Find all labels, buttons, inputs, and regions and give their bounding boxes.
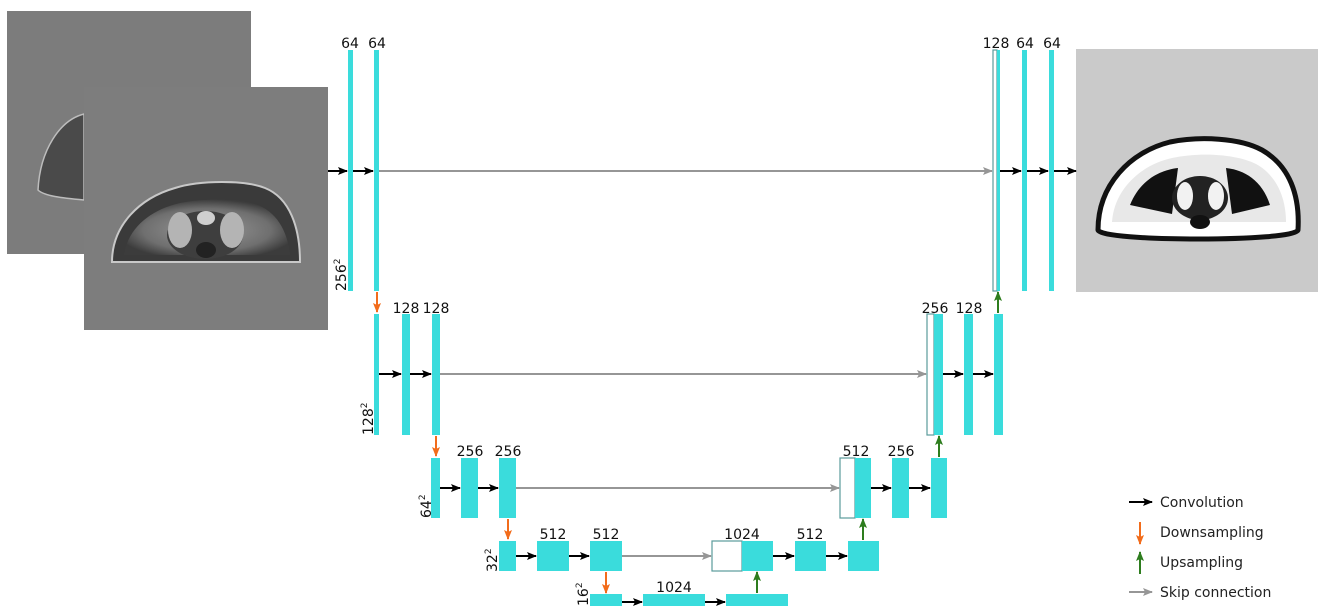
feature-map	[590, 541, 622, 571]
channel-label: 128	[983, 36, 1010, 52]
feature-map	[855, 458, 871, 518]
legend-item-skip-connection: Skip connection	[1129, 585, 1271, 601]
feature-map	[997, 50, 1000, 291]
channel-label: 64	[341, 36, 359, 52]
channel-label: 1024	[724, 527, 760, 543]
input-image-back-body	[37, 113, 85, 201]
feature-map	[432, 314, 440, 435]
legend-item-convolution: Convolution	[1129, 495, 1244, 511]
resolution-label: 162	[575, 582, 592, 606]
channel-label: 128	[423, 301, 450, 317]
input-pelvis-scan	[110, 181, 302, 263]
channel-label: 512	[593, 527, 620, 543]
feature-map	[1022, 50, 1027, 291]
feature-map	[964, 314, 973, 435]
channel-label: 64	[1043, 36, 1061, 52]
feature-map	[643, 594, 705, 606]
legend-label: Downsampling	[1160, 525, 1264, 541]
channel-label: 512	[540, 527, 567, 543]
concat-feature-map	[839, 457, 856, 519]
resolution-label: 642	[418, 494, 435, 518]
feature-map	[374, 50, 379, 291]
feature-map	[934, 314, 943, 435]
channel-label: 128	[956, 301, 983, 317]
legend: Convolution Downsampling Upsampling Skip…	[1129, 495, 1271, 601]
feature-map	[402, 314, 410, 435]
feature-map	[931, 458, 947, 518]
channel-label: 256	[457, 444, 484, 460]
feature-map	[1049, 50, 1054, 291]
feature-map	[461, 458, 478, 518]
feature-maps	[348, 49, 1054, 606]
channel-label: 128	[393, 301, 420, 317]
feature-map	[726, 594, 788, 606]
legend-item-downsampling: Downsampling	[1136, 522, 1264, 545]
feature-map	[590, 594, 622, 606]
channel-label: 256	[888, 444, 915, 460]
feature-map	[348, 50, 353, 291]
feature-map	[499, 458, 516, 518]
legend-label: Skip connection	[1160, 585, 1271, 601]
arrows	[328, 167, 1077, 606]
feature-map	[892, 458, 909, 518]
feature-map	[431, 458, 440, 518]
channel-label: 512	[797, 527, 824, 543]
feature-map	[537, 541, 569, 571]
legend-label: Convolution	[1160, 495, 1244, 511]
resolution-labels: 2562 1282 642 322 162	[333, 259, 592, 606]
channel-label: 1024	[656, 580, 692, 596]
concat-feature-map	[926, 313, 935, 436]
legend-item-upsampling: Upsampling	[1136, 551, 1243, 574]
input-image-stack	[7, 11, 328, 330]
feature-map	[374, 314, 379, 435]
channel-labels: 64 64 128 64 64 128 128 256 128 256 256 …	[341, 36, 1061, 596]
output-image	[1076, 49, 1318, 292]
concat-feature-map	[711, 540, 743, 572]
feature-map	[848, 541, 879, 571]
feature-map	[742, 541, 773, 571]
resolution-label: 2562	[333, 259, 350, 291]
resolution-label: 322	[484, 548, 501, 572]
concat-feature-map	[992, 49, 998, 292]
channel-label: 256	[922, 301, 949, 317]
feature-map	[994, 314, 1003, 435]
feature-map	[795, 541, 826, 571]
channel-label: 256	[495, 444, 522, 460]
legend-label: Upsampling	[1160, 555, 1243, 571]
channel-label: 64	[1016, 36, 1034, 52]
channel-label: 512	[843, 444, 870, 460]
feature-map	[499, 541, 516, 571]
channel-label: 64	[368, 36, 386, 52]
resolution-label: 1282	[360, 403, 377, 435]
